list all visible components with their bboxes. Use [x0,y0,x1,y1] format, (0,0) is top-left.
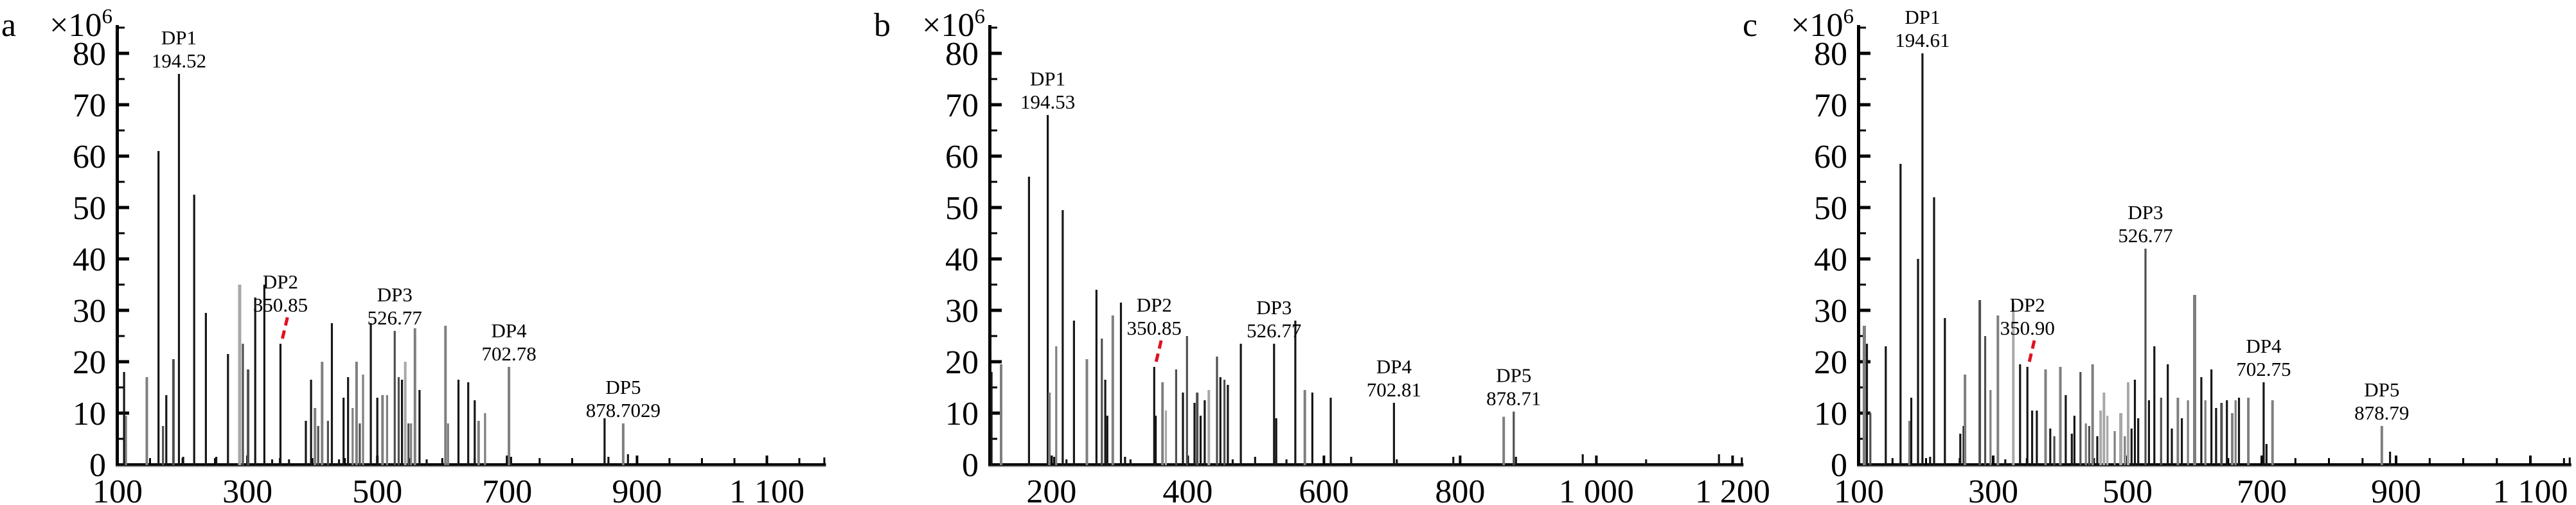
svg-text:DP2: DP2 [1137,294,1172,316]
red-dashed-mark-a [281,314,290,339]
intensity-scale-c: ×106 [1791,5,1854,44]
svg-text:70: 70 [1814,87,1847,124]
svg-text:50: 50 [1814,190,1847,227]
red-dashed-mark-c [2027,337,2037,362]
svg-text:1 100: 1 100 [729,474,804,505]
svg-text:20: 20 [945,344,979,381]
svg-text:350.90: 350.90 [2000,317,2055,339]
svg-text:40: 40 [945,242,979,278]
svg-text:350.85: 350.85 [1127,317,1182,339]
svg-text:300: 300 [1968,474,2018,505]
svg-text:DP3: DP3 [377,283,413,306]
svg-text:800: 800 [1435,474,1485,505]
peaks-a [123,74,629,465]
svg-text:70: 70 [73,87,106,124]
svg-text:702.75: 702.75 [2236,358,2291,380]
svg-text:50: 50 [945,190,979,227]
svg-text:500: 500 [352,474,402,505]
svg-text:526.77: 526.77 [2118,224,2172,247]
svg-text:DP1: DP1 [1030,67,1065,90]
svg-text:0: 0 [1831,447,1847,484]
panel-letter-a: a [1,7,16,44]
svg-text:70: 70 [945,87,979,124]
svg-text:194.61: 194.61 [1895,29,1950,51]
svg-text:80: 80 [73,36,106,73]
svg-text:DP1: DP1 [161,26,197,49]
svg-text:700: 700 [482,474,532,505]
svg-text:878.7029: 878.7029 [586,399,661,421]
tick-labels-a: 0 10 20 30 40 50 60 70 80 100 300 500 700 900 1 100 [73,36,804,505]
peaks-b [990,115,1720,465]
svg-text:DP3: DP3 [2127,201,2163,224]
svg-text:DP2: DP2 [2010,294,2045,316]
svg-text:DP4: DP4 [1376,355,1412,378]
svg-text:600: 600 [1299,474,1349,505]
svg-text:DP4: DP4 [492,319,528,342]
svg-text:DP5: DP5 [2364,378,2399,401]
svg-text:900: 900 [612,474,662,505]
svg-text:10: 10 [945,396,979,432]
svg-text:702.78: 702.78 [481,342,536,365]
svg-text:DP2: DP2 [263,270,298,293]
svg-text:DP4: DP4 [2246,335,2282,357]
svg-text:500: 500 [2102,474,2153,505]
axes-a [116,25,826,467]
panel-letter-c: c [1743,7,1757,44]
svg-text:20: 20 [1814,344,1847,381]
svg-text:40: 40 [1814,242,1847,278]
svg-text:200: 200 [1026,474,1076,505]
svg-text:60: 60 [945,139,979,175]
svg-text:526.77: 526.77 [1247,319,1301,342]
svg-text:DP5: DP5 [1496,364,1531,387]
svg-text:702.81: 702.81 [1367,378,1421,401]
svg-text:20: 20 [73,344,106,381]
svg-text:60: 60 [73,139,106,175]
svg-text:100: 100 [1834,474,1884,505]
tick-labels-b: 0 10 20 30 40 50 60 70 80 200 400 600 800 1 000 1 200 [945,36,1770,505]
axes-b [988,25,1744,467]
svg-text:80: 80 [1814,36,1847,73]
svg-text:80: 80 [945,36,979,73]
svg-text:10: 10 [1814,396,1847,432]
svg-text:100: 100 [93,474,143,505]
svg-text:300: 300 [222,474,272,505]
svg-text:DP5: DP5 [605,376,641,398]
svg-text:1 100: 1 100 [2493,474,2568,505]
svg-text:40: 40 [73,242,106,278]
svg-text:400: 400 [1162,474,1212,505]
svg-text:60: 60 [1814,139,1847,175]
svg-text:50: 50 [73,190,106,227]
svg-text:194.52: 194.52 [152,49,206,72]
red-dashed-mark-b [1154,337,1164,362]
svg-text:DP1: DP1 [1905,6,1940,28]
svg-text:900: 900 [2371,474,2421,505]
spectrum-panel-c: 0 10 20 30 40 50 60 70 80 100 300 500 700 900 1 100 c ×1… [1743,5,2572,505]
spectrum-panel-b: 0 10 20 30 40 50 60 70 80 200 400 600 800 1 000 1 200 b… [874,5,1770,505]
svg-text:30: 30 [1814,293,1847,330]
svg-text:350.85: 350.85 [253,294,308,316]
svg-text:1 000: 1 000 [1559,474,1634,505]
svg-text:700: 700 [2237,474,2287,505]
panel-letter-b: b [874,7,891,44]
tick-labels-c: 0 10 20 30 40 50 60 70 80 100 300 500 700 900 1 100 [1814,36,2568,505]
svg-text:1 200: 1 200 [1695,474,1770,505]
svg-text:30: 30 [945,293,979,330]
svg-text:0: 0 [89,447,106,484]
svg-text:0: 0 [962,447,979,484]
svg-text:30: 30 [73,293,106,330]
svg-text:878.71: 878.71 [1486,387,1541,410]
svg-text:878.79: 878.79 [2354,402,2409,424]
svg-text:526.77: 526.77 [368,306,422,329]
svg-text:10: 10 [73,396,106,432]
peaks-c [1862,53,2392,465]
svg-text:194.53: 194.53 [1020,91,1075,113]
svg-text:DP3: DP3 [1256,296,1292,319]
